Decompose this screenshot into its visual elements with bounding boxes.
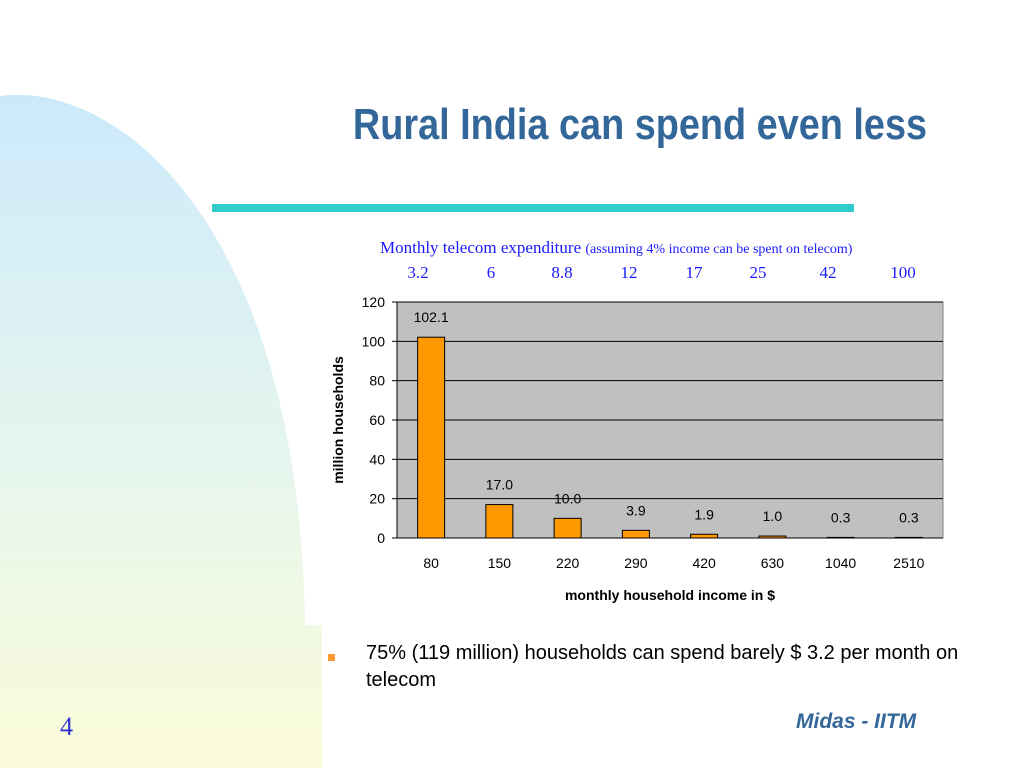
x-tick-label: 2510 <box>893 555 924 571</box>
bar <box>553 517 582 539</box>
y-tick-label: 40 <box>369 451 385 467</box>
title-underline <box>212 204 854 212</box>
footer-brand: Midas - IITM <box>796 710 917 733</box>
households-bar-chart: 0 20 40 60 80 100 120 102.1 80 17.0 150 10.0 220 3.9 2… <box>330 294 944 603</box>
data-label: 0.3 <box>831 509 851 525</box>
x-tick-label: 290 <box>624 555 648 571</box>
y-tick-label: 100 <box>362 333 386 349</box>
data-label: 10.0 <box>554 490 581 506</box>
expenditure-value: 100 <box>890 263 916 282</box>
y-tick-label: 20 <box>369 491 385 507</box>
expenditure-value: 25 <box>749 263 767 282</box>
bar <box>485 504 514 539</box>
expenditure-value: 8.8 <box>551 263 573 282</box>
bar <box>758 535 787 539</box>
x-tick-label: 1040 <box>825 555 856 571</box>
expenditure-heading-text: Monthly telecom expenditure <box>380 238 582 257</box>
bullet-text: 75% (119 million) households can spend b… <box>366 642 959 691</box>
expenditure-value: 42 <box>819 263 837 282</box>
y-axis-label: million households <box>330 356 346 484</box>
bar <box>894 536 923 539</box>
slide-title: Rural India can spend even less <box>352 100 928 149</box>
y-tick-label: 80 <box>369 373 385 389</box>
x-tick-label: 150 <box>488 555 512 571</box>
expenditure-value: 6 <box>486 263 496 282</box>
x-tick-label: 80 <box>423 555 439 571</box>
expenditure-note: (assuming 4% income can be spent on tele… <box>585 242 853 257</box>
y-tick-label: 0 <box>377 530 385 546</box>
expenditure-value: 17 <box>685 263 703 282</box>
expenditure-heading: Monthly telecom expenditure (assuming 4%… <box>380 238 960 258</box>
data-label: 102.1 <box>414 309 449 325</box>
page-number: 4 <box>60 712 73 741</box>
bar <box>690 533 719 539</box>
bar <box>826 536 855 539</box>
data-label: 1.9 <box>694 506 714 522</box>
bar <box>417 336 446 539</box>
data-label: 17.0 <box>486 477 513 493</box>
data-label: 3.9 <box>626 502 646 518</box>
data-label: 0.3 <box>899 509 919 525</box>
y-tick-label: 60 <box>369 412 385 428</box>
bar <box>621 529 650 539</box>
expenditure-value: 12 <box>620 263 638 282</box>
data-label: 1.0 <box>763 508 783 524</box>
x-tick-label: 630 <box>761 555 785 571</box>
x-axis-label: monthly household income in $ <box>565 587 775 603</box>
expenditure-value: 3.2 <box>407 263 429 282</box>
x-tick-label: 420 <box>692 555 716 571</box>
x-tick-label: 220 <box>556 555 580 571</box>
bullet-marker <box>328 654 335 661</box>
y-tick-label: 120 <box>362 294 386 310</box>
